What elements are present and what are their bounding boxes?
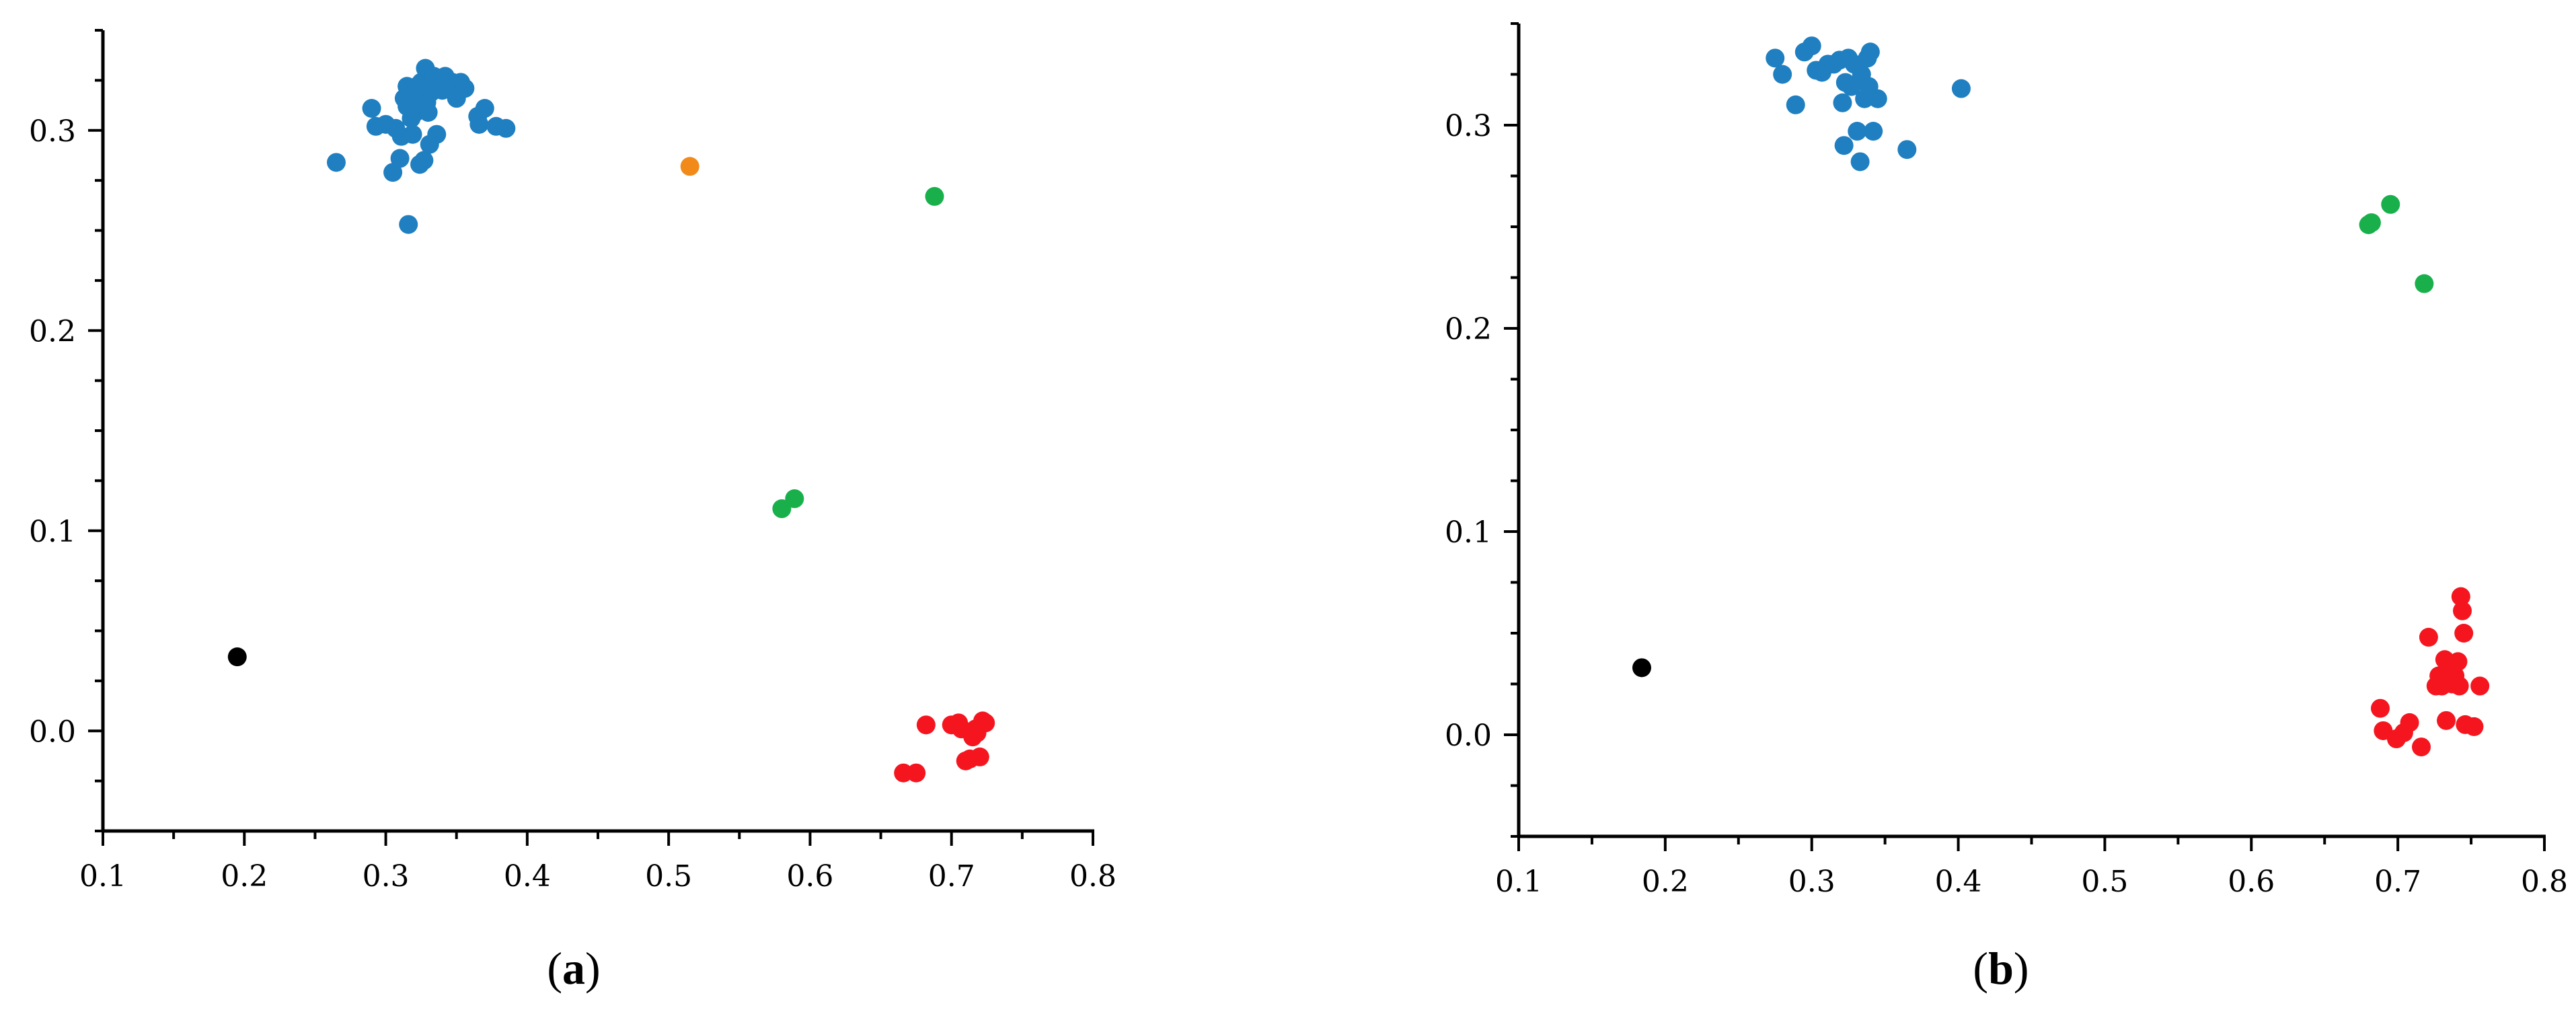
data-point-red [966,719,985,739]
data-point-blue [399,215,418,234]
x-tick-label: 0.1 [79,859,126,894]
data-point-blue [1848,122,1867,141]
data-point-green [925,186,944,206]
data-point-blue [407,77,426,96]
data-point-red [916,715,936,735]
x-tick-label: 0.7 [928,859,975,894]
x-tick-label: 0.5 [2081,865,2128,899]
data-point-red [2470,676,2490,696]
data-point-orange [680,157,699,176]
x-tick-label: 0.4 [504,859,551,894]
x-tick-label: 0.1 [1495,865,1542,899]
data-point-red [2450,676,2469,696]
x-tick-label: 0.5 [645,859,692,894]
data-point-green [785,489,804,509]
y-tick-label: 0.1 [29,515,76,549]
data-point-blue [326,153,346,172]
x-tick-label: 0.6 [786,859,833,894]
data-point-blue [1850,152,1870,172]
x-tick-label: 0.6 [2228,865,2275,899]
panel-label: (b) [1973,943,2029,994]
data-point-blue [1897,140,1917,159]
data-point-blue [1786,95,1805,114]
x-tick-label: 0.8 [1069,859,1116,894]
data-point-black [227,647,247,667]
data-point-blue [1868,89,1887,108]
data-point-blue [1802,36,1821,56]
data-point-green [2361,213,2381,232]
y-tick-label: 0.2 [29,314,76,349]
y-tick-label: 0.0 [29,715,76,749]
y-tick-label: 0.0 [1445,719,1492,753]
y-tick-label: 0.3 [1445,109,1492,143]
data-point-blue [383,163,403,182]
data-point-blue [1864,122,1883,141]
data-point-red [2412,737,2431,757]
panel-label-letter: a [562,943,585,994]
data-point-red [2371,698,2390,718]
data-point-green [2415,274,2434,293]
x-tick-label: 0.3 [363,859,410,894]
x-tick-label: 0.8 [2521,865,2568,899]
data-point-red [2454,624,2474,643]
x-tick-label: 0.3 [1788,865,1835,899]
data-point-blue [475,99,494,118]
data-point-red [2400,713,2419,732]
panel-a: 0.1 0.2 0.3 0.4 0.5 0.6 0.7 0.8 0.0 0.1 0.2 0.3 (a) [29,29,1116,994]
x-tick-label: 0.2 [221,859,268,894]
panel-label-letter: b [1988,943,2014,994]
data-point-black [1632,658,1651,678]
panel-b: 0.1 0.2 0.3 0.4 0.5 0.6 0.7 0.8 0.0 0.1 0.2 0.3 (b) [1445,22,2568,994]
data-point-blue [413,95,432,114]
data-point-blue [414,151,434,170]
data-point-blue [469,114,489,134]
data-point-red [2451,587,2470,606]
data-point-red [2464,717,2484,736]
data-point-blue [427,124,447,144]
data-point-red [970,747,989,766]
data-point-blue [455,79,475,98]
data-point-blue [1860,42,1880,62]
data-point-blue [390,149,410,168]
data-point-blue [362,99,381,118]
panel-label: (a) [547,943,600,994]
y-tick-label: 0.3 [29,114,76,149]
x-tick-label: 0.2 [1642,865,1689,899]
data-point-blue [403,124,422,144]
data-point-red [2448,652,2468,672]
data-point-red [907,763,926,783]
data-point-green [772,499,792,519]
data-point-red [2453,601,2472,620]
data-point-blue [1766,48,1785,68]
data-point-red [2437,711,2456,730]
data-point-blue [1773,65,1792,84]
x-tick-label: 0.7 [2374,865,2421,899]
y-tick-label: 0.2 [1445,312,1492,347]
x-tick-label: 0.4 [1935,865,1982,899]
data-point-blue [1951,79,1971,98]
data-point-green [2381,194,2400,214]
data-point-red [2419,628,2438,647]
data-point-blue [1834,136,1854,155]
data-point-blue [1833,93,1852,112]
y-tick-label: 0.1 [1445,515,1492,550]
data-point-blue [496,118,516,138]
